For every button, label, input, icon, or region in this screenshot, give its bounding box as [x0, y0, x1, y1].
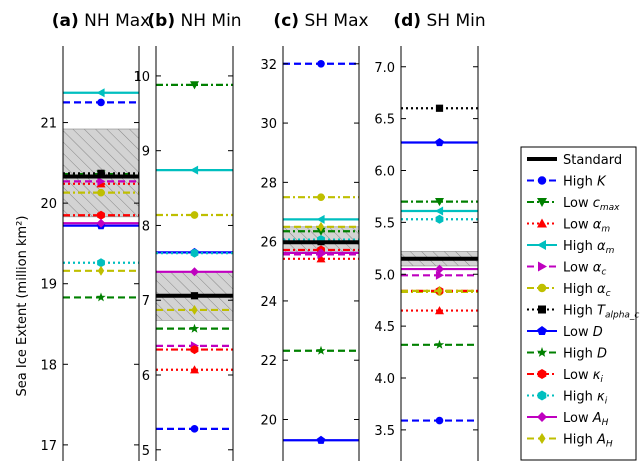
series-marker — [317, 215, 325, 224]
y-tick-label: 18 — [40, 358, 57, 373]
y-tick-label: 9 — [142, 145, 150, 160]
y-tick-label: 32 — [260, 58, 277, 73]
series-marker — [317, 193, 325, 201]
legend-label: High αc — [563, 282, 611, 299]
y-tick-label: 21 — [40, 117, 57, 132]
panel-2: (b) NH Min 5 6 7 8 9 10 — [133, 11, 241, 461]
legend-standard-label: Standard — [563, 153, 622, 168]
series-marker — [317, 60, 325, 68]
series-marker — [98, 266, 104, 276]
y-tick-label: 8 — [142, 219, 150, 234]
y-tick-label: 3.5 — [374, 424, 395, 439]
series-marker — [97, 99, 105, 107]
y-tick-label: 6.0 — [374, 165, 395, 180]
series-marker — [436, 215, 444, 224]
legend-label: Low κi — [563, 368, 603, 385]
series-marker — [436, 417, 444, 425]
series-marker — [191, 211, 199, 219]
panel-title: (b) NH Min — [147, 11, 241, 31]
panel-title: (d) SH Min — [393, 11, 485, 31]
y-tick-label: 20 — [40, 197, 57, 212]
y-tick-label: 4.0 — [374, 372, 395, 387]
y-tick-label: 6.5 — [374, 113, 395, 128]
y-tick-label: 7.0 — [374, 61, 395, 76]
legend-label: High κi — [563, 390, 608, 407]
series-marker — [436, 105, 443, 112]
series-marker — [190, 324, 199, 333]
legend-marker — [538, 176, 547, 185]
y-tick-label: 17 — [40, 439, 57, 454]
y-tick-label: 5 — [142, 444, 150, 459]
legend-label: Low D — [563, 325, 603, 340]
y-tick-label: 10 — [133, 70, 150, 85]
panel-title: (a) NH Max — [52, 11, 150, 31]
series-marker — [435, 207, 443, 216]
y-tick-label: 5.0 — [374, 268, 395, 283]
series-marker — [317, 436, 326, 444]
y-tick-label: 6 — [142, 369, 150, 384]
legend-marker — [538, 284, 547, 293]
panel-title: (c) SH Max — [273, 11, 368, 31]
y-tick-label: 30 — [260, 117, 277, 132]
panel-4: (d) SH Min 3.5 4.0 4.5 5.0 5.5 6.0 6.5 7.0 — [374, 11, 485, 461]
series-marker — [316, 346, 325, 355]
y-tick-label: 7 — [142, 294, 150, 309]
y-tick-label: 19 — [40, 278, 57, 293]
y-tick-label: 20 — [260, 414, 277, 429]
series-marker — [96, 293, 105, 302]
series-marker — [191, 425, 199, 433]
panel-3: (c) SH Max 20 22 24 26 28 30 32 — [260, 11, 368, 461]
y-tick-label: 5.5 — [374, 216, 395, 231]
y-tick-label: 4.5 — [374, 320, 395, 335]
series-marker — [190, 166, 198, 175]
y-axis-label: Sea Ice Extent (million km²) — [15, 216, 30, 397]
y-tick-label: 28 — [260, 176, 277, 191]
y-tick-label: 22 — [260, 354, 277, 369]
legend-label: High K — [563, 175, 607, 190]
series-marker — [97, 88, 105, 97]
legend-marker — [538, 306, 546, 314]
legend-label: High AH — [563, 433, 613, 450]
legend-label: High D — [563, 347, 607, 362]
series-marker — [97, 189, 105, 197]
legend-label: Low αc — [563, 261, 606, 278]
series-marker — [435, 138, 444, 146]
y-tick-label: 24 — [260, 295, 277, 310]
series-marker — [435, 340, 444, 349]
y-tick-label: 26 — [260, 236, 277, 251]
